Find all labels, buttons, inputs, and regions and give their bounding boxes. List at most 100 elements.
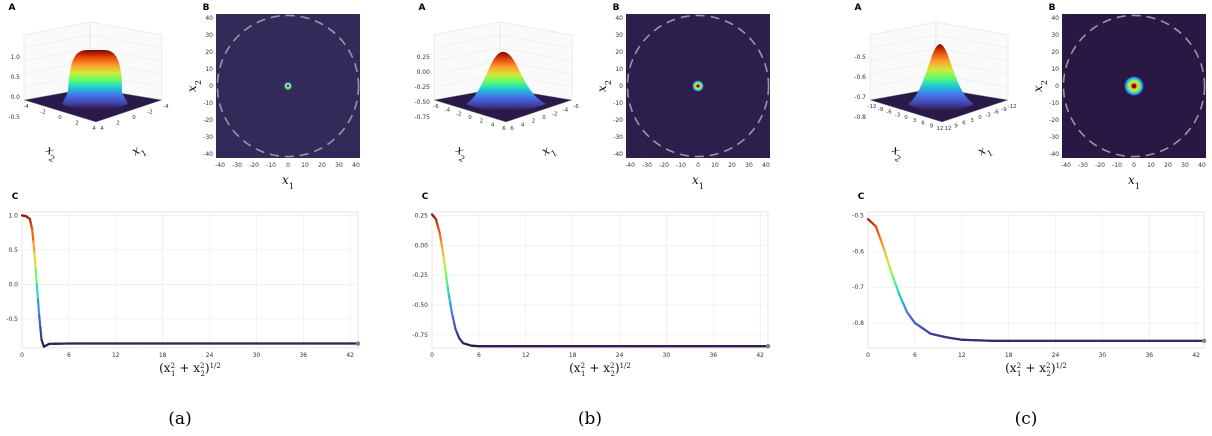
heatmap-ytick-label: -40 xyxy=(203,151,213,158)
chart-ytick-label: -0.75 xyxy=(412,332,428,339)
chart-xtick-label: 0 xyxy=(430,352,434,359)
surface-x1-axis-label-text: x1 xyxy=(975,140,995,162)
surface-x2-axis-label: x2 xyxy=(41,142,61,164)
surface-x1-tick-label: 0 xyxy=(132,115,136,121)
chart-series-segment xyxy=(36,298,41,317)
chart-xtick-label: 36 xyxy=(1145,352,1153,359)
chart-xtick-label: 0 xyxy=(866,352,870,359)
chart-xtick-label: 12 xyxy=(522,352,530,359)
chart-xtick-label: 42 xyxy=(346,352,354,359)
surface-ztick-label: -0.25 xyxy=(414,84,430,91)
heatmap-ytick-label: -10 xyxy=(613,100,623,107)
heatmap-ytick-label: 40 xyxy=(615,15,623,22)
surface-plot: -0.5-0.6-0.7-0.8-12 -9 -6 -3 0 3 6 9 12-12-9-6-3… xyxy=(854,21,1016,164)
chart-x-axis-label-part: ) xyxy=(615,361,620,375)
chart-x-axis-label-part: 1/2 xyxy=(210,362,221,370)
heatmap-x-axis-label: x1 xyxy=(692,173,704,191)
heatmap-xtick-label: -20 xyxy=(659,162,669,169)
chart-x-axis-label-part: 2 xyxy=(610,370,614,378)
letter-b: B xyxy=(1049,3,1056,13)
letter-a: A xyxy=(419,3,426,13)
heatmap-xtick-label: 10 xyxy=(1147,162,1155,169)
heatmap-ytick-label: -40 xyxy=(613,151,623,158)
heatmap-ytick-label: -20 xyxy=(203,117,213,124)
surface-ztick-label: -0.50 xyxy=(414,99,430,106)
surface-x2-axis-label-text: x2 xyxy=(887,142,907,164)
heatmap-y-axis-label-base: x xyxy=(595,85,609,92)
heatmap-xtick-label: 10 xyxy=(711,162,719,169)
heatmap-xtick-label: -30 xyxy=(232,162,242,169)
panel-caption: (a) xyxy=(168,409,191,429)
chart-xtick-label: 24 xyxy=(1052,352,1060,359)
heatmap-xtick-label: -40 xyxy=(215,162,225,169)
letter-c: C xyxy=(12,192,19,202)
surface-bump xyxy=(62,50,128,110)
surface-x1-tick-label: -3 xyxy=(985,112,991,118)
surface-x2-tick-label: 4 xyxy=(491,122,495,128)
heatmap-xtick-label: 30 xyxy=(335,162,343,169)
surface-x1-tick-label: 3 xyxy=(970,118,974,124)
chart-x-axis-label-part: 1/2 xyxy=(1056,362,1067,370)
chart-x-axis-label-part: (x xyxy=(569,361,581,375)
heatmap-y-axis-label-base: x xyxy=(185,85,199,92)
chart-x-axis-label-part: + x xyxy=(176,361,201,375)
heatmap-ytick-label: 20 xyxy=(615,49,623,56)
chart-xtick-label: 6 xyxy=(67,352,71,359)
chart-series-segment xyxy=(447,294,452,305)
heatmap-ytick-label: -20 xyxy=(1049,117,1059,124)
surface-x2-tick-label: -4 xyxy=(23,104,29,110)
heatmap-xtick-label: -20 xyxy=(249,162,259,169)
surface-gridline xyxy=(499,47,573,62)
chart-ytick-label: -0.50 xyxy=(412,302,428,309)
heatmap-xtick-label: 20 xyxy=(728,162,736,169)
heatmap-y-axis-label-sub: 2 xyxy=(603,80,613,85)
heatmap-x-axis-label-text: x1 xyxy=(1128,173,1140,191)
surface-x1-tick-label: 6 xyxy=(962,121,966,127)
heatmap-y-axis-label-sub: 2 xyxy=(1039,80,1049,85)
surface-x2-tick-label: 0 xyxy=(58,115,62,121)
surface-x2-tick-label: -6 xyxy=(433,104,439,110)
heatmap-xtick-label: -30 xyxy=(1078,162,1088,169)
chart-series-segment xyxy=(31,228,35,243)
chart-ytick-label: -0.5 xyxy=(6,316,18,323)
heatmap-xtick-label: 40 xyxy=(352,162,360,169)
surface-ztick-label: 0.00 xyxy=(417,69,431,76)
chart-endpoint-marker xyxy=(765,344,771,349)
surface-x1-tick-label: -2 xyxy=(552,111,557,117)
surface-x2-tick-label: -12 xyxy=(868,104,877,110)
line-chart: 0 6 12 18 24 30 36 421.00.50.0-0.5(x2 1 + x2 2)1/… xyxy=(6,211,361,378)
heatmap-ytick-label: -30 xyxy=(203,134,213,141)
surface-x2-axis-label: x2 xyxy=(887,142,907,164)
surface-gridline xyxy=(433,34,501,49)
heatmap-ytick-label: 20 xyxy=(205,49,213,56)
heatmap-xtick-label: 30 xyxy=(1181,162,1189,169)
chart-ytick-label: -0.6 xyxy=(852,248,864,255)
chart-xtick-label: 42 xyxy=(1192,352,1200,359)
heatmap-y-axis-label-text: x2 xyxy=(1031,80,1049,92)
chart-ytick-label: 0.0 xyxy=(8,281,18,288)
chart-xtick-label: 36 xyxy=(709,352,717,359)
chart-x-axis-label-part: 1 xyxy=(1017,370,1021,378)
surface-ztick-label: -0.6 xyxy=(854,74,866,81)
heatmap-ytick-label: 30 xyxy=(615,32,623,39)
surface-x1-tick-label: -4 xyxy=(563,108,569,114)
chart-x-axis-label-part: + x xyxy=(1022,361,1047,375)
chart-series-segment xyxy=(32,240,36,255)
chart-xtick-label: 18 xyxy=(159,352,167,359)
surface-ztick-label: 0.0 xyxy=(10,94,20,101)
chart-series-segment xyxy=(39,326,43,341)
heatmap-xtick-label: -20 xyxy=(1095,162,1105,169)
chart-x-axis-label-part: + x xyxy=(586,361,611,375)
surface-x2-tick-label: 9 xyxy=(930,123,934,129)
surface-gridline xyxy=(433,47,501,62)
surface-x2-axis-label-text: x2 xyxy=(41,142,61,164)
heatmap-ytick-label: -10 xyxy=(203,100,213,107)
surface-x2-tick-label: 6 xyxy=(921,121,925,127)
surface-x2-tick-label: 0 xyxy=(468,115,472,121)
surface-x2-tick-label: 3 xyxy=(913,118,917,124)
chart-series-segment xyxy=(449,301,453,313)
chart-xtick-label: 24 xyxy=(206,352,214,359)
surface-gridline xyxy=(869,60,937,75)
chart-xtick-label: 24 xyxy=(616,352,624,359)
